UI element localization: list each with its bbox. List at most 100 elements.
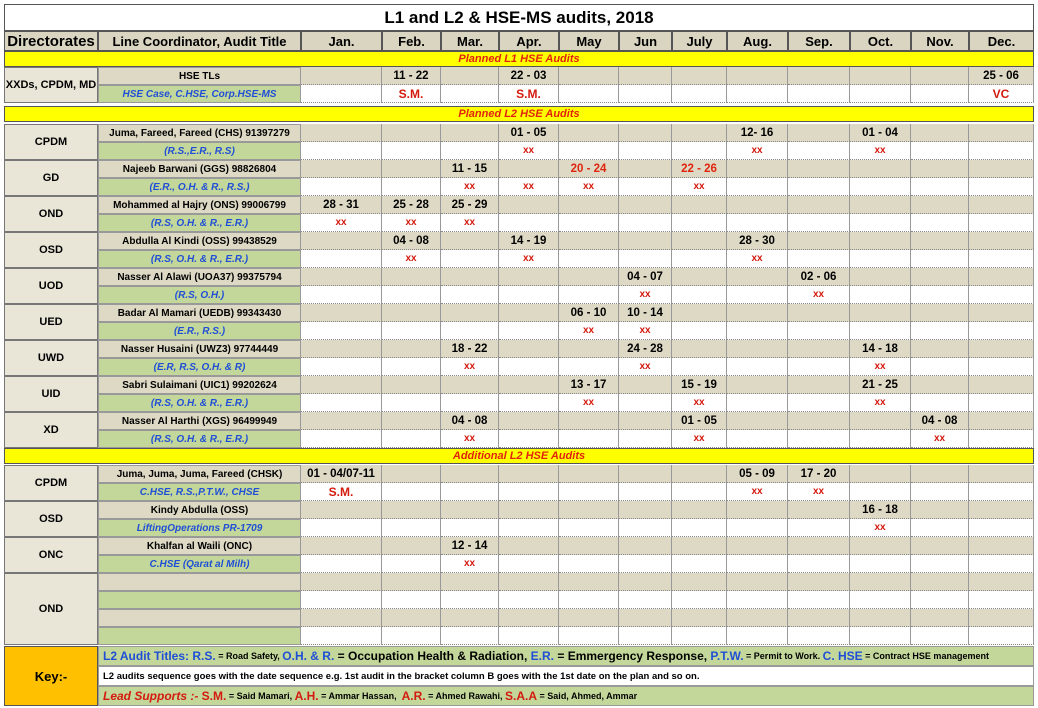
mark-cell[interactable]: xx bbox=[382, 214, 441, 232]
mark-cell[interactable] bbox=[969, 394, 1034, 412]
date-cell[interactable] bbox=[969, 232, 1034, 250]
mark-cell[interactable] bbox=[672, 250, 727, 268]
date-cell[interactable] bbox=[969, 537, 1034, 555]
mark-cell[interactable] bbox=[382, 555, 441, 573]
mark-cell[interactable] bbox=[499, 322, 559, 340]
mark-cell[interactable] bbox=[619, 483, 672, 501]
grid-cell[interactable] bbox=[969, 609, 1034, 627]
mark-cell[interactable]: xx bbox=[788, 286, 850, 304]
date-cell[interactable] bbox=[969, 412, 1034, 430]
date-cell[interactable] bbox=[727, 304, 788, 322]
grid-cell[interactable] bbox=[619, 609, 672, 627]
date-cell[interactable]: 25 - 28 bbox=[382, 196, 441, 214]
grid-cell[interactable] bbox=[559, 573, 619, 591]
date-cell[interactable]: 16 - 18 bbox=[850, 501, 911, 519]
date-cell[interactable] bbox=[969, 465, 1034, 483]
grid-cell[interactable] bbox=[619, 627, 672, 645]
date-cell[interactable] bbox=[301, 124, 382, 142]
mark-cell[interactable] bbox=[559, 519, 619, 537]
date-cell[interactable] bbox=[301, 537, 382, 555]
date-cell[interactable] bbox=[672, 340, 727, 358]
grid-cell[interactable] bbox=[499, 591, 559, 609]
mark-cell[interactable] bbox=[727, 178, 788, 196]
mark-cell[interactable] bbox=[301, 358, 382, 376]
mark-cell[interactable] bbox=[969, 286, 1034, 304]
mark-cell[interactable] bbox=[672, 358, 727, 376]
mark-cell[interactable] bbox=[382, 430, 441, 448]
grid-cell[interactable] bbox=[499, 573, 559, 591]
date-cell[interactable]: 04 - 07 bbox=[619, 268, 672, 286]
date-cell[interactable]: 10 - 14 bbox=[619, 304, 672, 322]
mark-cell[interactable]: xx bbox=[499, 178, 559, 196]
date-cell[interactable] bbox=[672, 304, 727, 322]
date-cell[interactable] bbox=[382, 268, 441, 286]
date-cell[interactable] bbox=[559, 232, 619, 250]
grid-cell[interactable] bbox=[441, 609, 499, 627]
mark-cell[interactable] bbox=[441, 394, 499, 412]
mark-cell[interactable] bbox=[911, 394, 969, 412]
date-cell[interactable]: 24 - 28 bbox=[619, 340, 672, 358]
mark-cell[interactable] bbox=[619, 394, 672, 412]
mark-cell[interactable] bbox=[499, 430, 559, 448]
date-cell[interactable] bbox=[911, 340, 969, 358]
mark-cell[interactable] bbox=[559, 555, 619, 573]
mark-cell[interactable]: xx bbox=[619, 322, 672, 340]
mark-cell[interactable] bbox=[727, 555, 788, 573]
date-cell[interactable] bbox=[788, 124, 850, 142]
grid-cell[interactable] bbox=[441, 627, 499, 645]
mark-cell[interactable] bbox=[911, 286, 969, 304]
date-cell[interactable] bbox=[499, 160, 559, 178]
mark-cell[interactable] bbox=[727, 85, 788, 103]
grid-cell[interactable] bbox=[788, 609, 850, 627]
mark-cell[interactable] bbox=[788, 394, 850, 412]
date-cell[interactable]: 14 - 18 bbox=[850, 340, 911, 358]
mark-cell[interactable] bbox=[441, 250, 499, 268]
date-cell[interactable] bbox=[619, 67, 672, 85]
date-cell[interactable] bbox=[969, 124, 1034, 142]
mark-cell[interactable] bbox=[441, 483, 499, 501]
mark-cell[interactable] bbox=[727, 358, 788, 376]
grid-cell[interactable] bbox=[969, 573, 1034, 591]
date-cell[interactable] bbox=[559, 412, 619, 430]
date-cell[interactable]: 06 - 10 bbox=[559, 304, 619, 322]
mark-cell[interactable]: xx bbox=[619, 358, 672, 376]
mark-cell[interactable]: xx bbox=[672, 394, 727, 412]
grid-cell[interactable] bbox=[301, 591, 382, 609]
grid-cell[interactable] bbox=[911, 609, 969, 627]
grid-cell[interactable] bbox=[382, 609, 441, 627]
date-cell[interactable] bbox=[301, 340, 382, 358]
date-cell[interactable]: 11 - 22 bbox=[382, 67, 441, 85]
date-cell[interactable] bbox=[382, 304, 441, 322]
mark-cell[interactable] bbox=[788, 178, 850, 196]
date-cell[interactable] bbox=[441, 304, 499, 322]
date-cell[interactable]: 15 - 19 bbox=[672, 376, 727, 394]
grid-cell[interactable] bbox=[911, 627, 969, 645]
mark-cell[interactable] bbox=[441, 142, 499, 160]
mark-cell[interactable]: xx bbox=[727, 142, 788, 160]
mark-cell[interactable] bbox=[499, 483, 559, 501]
date-cell[interactable] bbox=[911, 196, 969, 214]
mark-cell[interactable] bbox=[727, 519, 788, 537]
date-cell[interactable] bbox=[969, 304, 1034, 322]
mark-cell[interactable] bbox=[499, 555, 559, 573]
date-cell[interactable] bbox=[850, 67, 911, 85]
mark-cell[interactable] bbox=[559, 142, 619, 160]
date-cell[interactable] bbox=[911, 465, 969, 483]
mark-cell[interactable] bbox=[301, 519, 382, 537]
mark-cell[interactable] bbox=[301, 555, 382, 573]
date-cell[interactable] bbox=[788, 67, 850, 85]
date-cell[interactable] bbox=[788, 160, 850, 178]
mark-cell[interactable]: xx bbox=[850, 358, 911, 376]
mark-cell[interactable] bbox=[301, 430, 382, 448]
date-cell[interactable]: 04 - 08 bbox=[911, 412, 969, 430]
grid-cell[interactable] bbox=[911, 591, 969, 609]
mark-cell[interactable]: xx bbox=[382, 250, 441, 268]
date-cell[interactable]: 05 - 09 bbox=[727, 465, 788, 483]
mark-cell[interactable] bbox=[850, 214, 911, 232]
mark-cell[interactable]: xx bbox=[441, 214, 499, 232]
date-cell[interactable] bbox=[672, 268, 727, 286]
date-cell[interactable]: 21 - 25 bbox=[850, 376, 911, 394]
grid-cell[interactable] bbox=[619, 591, 672, 609]
mark-cell[interactable] bbox=[672, 519, 727, 537]
date-cell[interactable] bbox=[619, 196, 672, 214]
